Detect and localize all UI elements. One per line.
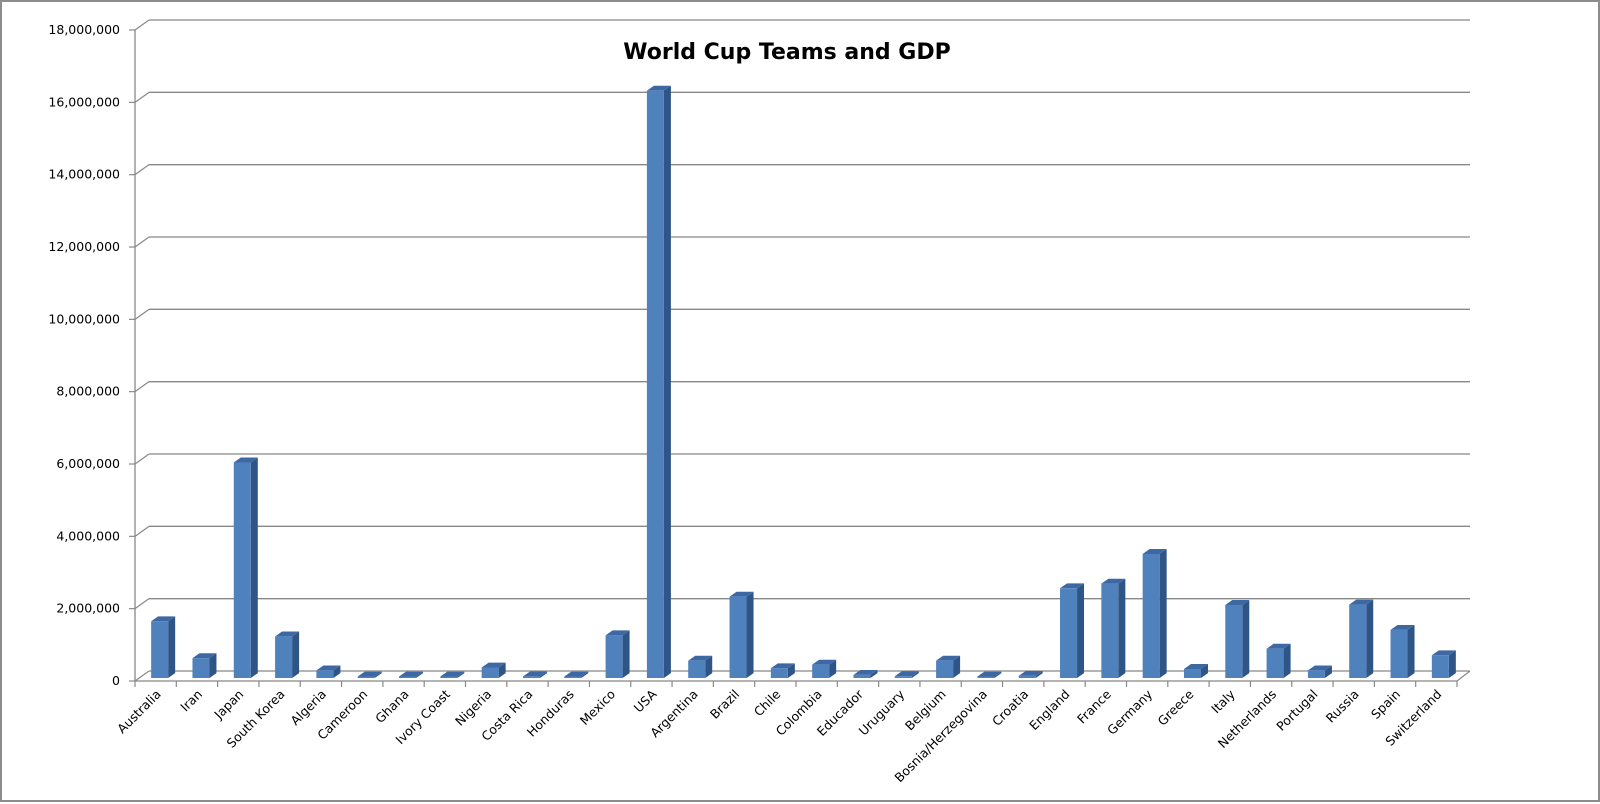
x-tick-label: England [1026, 687, 1072, 733]
bar-germany [1142, 549, 1167, 678]
y-tick-label: 6,000,000 [56, 456, 120, 471]
bar-argentina [688, 655, 713, 678]
bar-south-korea [275, 631, 300, 678]
bar-greece [1183, 664, 1208, 678]
bar-uruguary [894, 671, 919, 678]
bar-belgium [936, 655, 961, 678]
bar-ivory-coast [440, 671, 465, 678]
bar-croatia [1018, 671, 1043, 678]
x-tick-label: USA [631, 686, 660, 715]
y-tick-label: 12,000,000 [48, 239, 120, 254]
bar-japan [233, 457, 258, 678]
y-tick-label: 2,000,000 [56, 601, 120, 616]
bar-chile [770, 663, 795, 678]
y-tick-label: 10,000,000 [48, 311, 120, 326]
bar-bosnia-herzegovina [977, 671, 1002, 678]
bar-costa-rica [522, 671, 547, 678]
x-tick-label: Chile [751, 686, 784, 719]
y-tick-label: 14,000,000 [48, 167, 120, 182]
x-tick-label: Brazil [707, 687, 742, 722]
bar-nigeria [481, 662, 506, 678]
x-tick-label: Spain [1368, 687, 1403, 722]
bar-netherlands [1266, 643, 1291, 678]
chart-title: World Cup Teams and GDP [623, 40, 951, 65]
x-tick-label: Ghana [372, 687, 411, 726]
x-tick-label: Mexico [577, 687, 618, 728]
x-tick-label: Germany [1104, 686, 1156, 738]
y-tick-label: 0 [112, 673, 120, 688]
bar-ghana [399, 671, 424, 678]
x-tick-label: Iran [177, 687, 205, 715]
bar-educador [853, 670, 878, 678]
bar-switzerland [1431, 650, 1456, 678]
bar-honduras [564, 671, 589, 678]
bar-portugal [1307, 665, 1332, 678]
x-tick-label: France [1074, 686, 1114, 726]
bar-italy [1225, 600, 1250, 678]
x-tick-label: Italy [1208, 686, 1238, 716]
bar-brazil [729, 591, 754, 678]
y-tick-label: 18,000,000 [48, 22, 120, 37]
bar-australia [151, 616, 176, 678]
bar-series [151, 85, 1456, 679]
bar-iran [192, 653, 217, 678]
x-tick-label: Algeria [287, 687, 329, 729]
gridlines [134, 19, 1470, 682]
x-tick-label: Greece [1155, 686, 1197, 728]
x-tick-label: Uruguary [856, 686, 908, 738]
y-axis: 0 2,000,000 4,000,000 6,000,000 8,000,000 10,… [48, 22, 136, 688]
y-tick-label: 8,000,000 [56, 384, 120, 399]
x-tick-label: Japan [210, 687, 246, 723]
x-tick-label: Russia [1323, 687, 1362, 726]
bar-cameroon [357, 671, 382, 678]
y-tick-label: 16,000,000 [48, 94, 120, 109]
bar-spain [1390, 624, 1415, 678]
bar-russia [1349, 599, 1374, 678]
y-tick-label: 4,000,000 [56, 528, 120, 543]
bar-algeria [316, 665, 341, 678]
bar-france [1101, 578, 1126, 678]
bar-usa [646, 85, 671, 679]
x-tick-label: Portugal [1273, 687, 1320, 734]
bar-mexico [605, 630, 630, 678]
bar-england [1060, 583, 1085, 678]
x-tick-label: Australia [114, 687, 164, 737]
bar-colombia [812, 659, 837, 678]
